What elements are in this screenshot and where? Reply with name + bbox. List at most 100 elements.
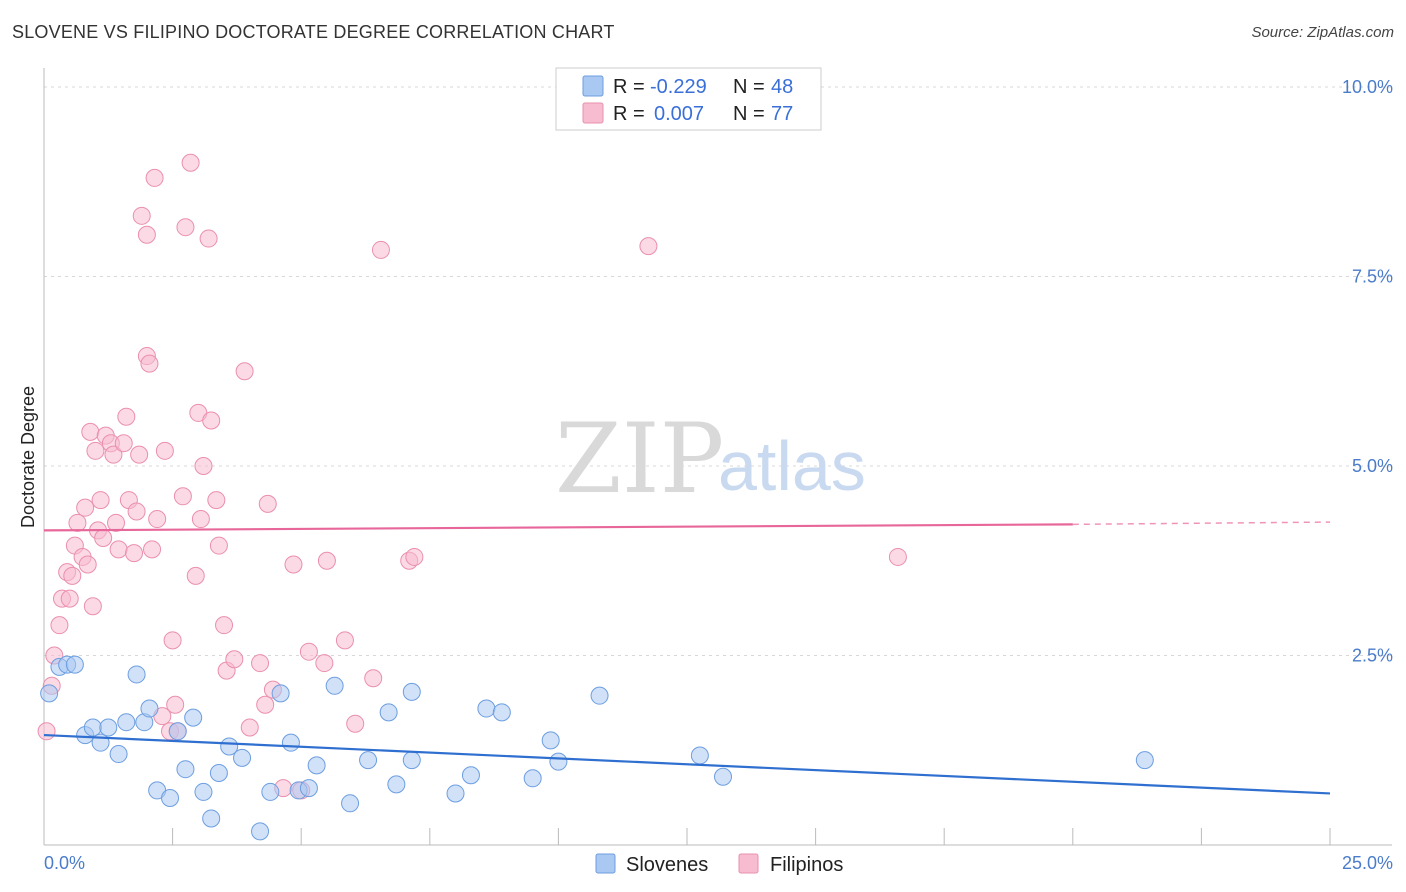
slovene-point — [341, 794, 360, 813]
filipino-point — [186, 566, 205, 585]
filipino-trend-extension — [1072, 521, 1331, 526]
filipino-point — [163, 631, 182, 650]
filipino-point — [155, 441, 174, 460]
y-tick-label: 10.0% — [1342, 77, 1393, 97]
filipino-point — [81, 422, 100, 441]
filipino-point — [181, 153, 200, 172]
filipino-point — [256, 695, 275, 714]
filipino-point — [215, 616, 234, 635]
correlation-legend: R = -0.229 N = 48 R = 0.007 N = 77 — [555, 67, 822, 131]
filipino-point — [83, 597, 102, 616]
legend-n-value-1: 48 — [771, 76, 793, 98]
slovene-point — [202, 809, 221, 828]
trend-lines — [43, 521, 1331, 795]
filipino-point — [109, 540, 128, 559]
filipinos-legend-label: Filipinos — [770, 854, 843, 876]
filipino-point — [166, 695, 185, 714]
slovene-point — [549, 752, 568, 771]
filipino-point — [207, 491, 226, 510]
filipino-point — [639, 237, 658, 256]
slovene-point — [65, 655, 84, 674]
filipino-point — [114, 434, 133, 453]
legend-n-label-2: N = — [733, 103, 765, 125]
slovene-point — [461, 766, 480, 785]
filipino-point — [209, 536, 228, 555]
filipino-point — [125, 544, 144, 563]
filipino-point — [299, 642, 318, 661]
filipino-point — [225, 650, 244, 669]
axes — [43, 68, 1392, 846]
filipino-point — [130, 445, 149, 464]
filipino-point — [94, 528, 113, 547]
slovene-point — [209, 763, 228, 782]
slovene-point — [387, 775, 406, 794]
slovene-point — [161, 789, 180, 808]
filipino-point — [143, 540, 162, 559]
filipino-point — [202, 411, 221, 430]
slovene-point — [359, 751, 378, 770]
slovene-point — [261, 782, 280, 801]
slovene-point — [402, 751, 421, 770]
filipino-point — [173, 487, 192, 506]
slovene-point — [117, 713, 136, 732]
slovene-legend-swatch — [582, 75, 604, 97]
legend-r-label-1: R = — [613, 76, 645, 98]
slovene-point — [402, 682, 421, 701]
filipino-point — [317, 551, 336, 570]
filipino-point — [50, 616, 69, 635]
legend-n-value-2: 77 — [771, 103, 793, 125]
source-label: Source: ZipAtlas.com — [1251, 24, 1394, 41]
slovene-point — [446, 784, 465, 803]
filipino-point — [117, 407, 136, 426]
slovene-point — [325, 676, 344, 695]
filipino-point — [315, 654, 334, 673]
slovene-point — [1135, 751, 1154, 770]
slovene-point — [233, 748, 252, 767]
filipino-point — [199, 229, 218, 248]
filipino-point — [240, 718, 259, 737]
slovene-point — [271, 684, 290, 703]
filipino-point — [335, 631, 354, 650]
filipino-point — [194, 456, 213, 475]
filipino-point — [284, 555, 303, 574]
y-axis-label: Doctorate Degree — [18, 386, 38, 528]
filipino-point — [137, 225, 156, 244]
slovene-point — [379, 703, 398, 722]
filipino-point — [78, 555, 97, 574]
slovene-point — [477, 699, 496, 718]
slovene-point — [168, 722, 187, 741]
slovene-point — [523, 769, 542, 788]
slovene-point — [184, 708, 203, 727]
legend-r-value-2: 0.007 — [654, 103, 704, 125]
slovene-point — [194, 782, 213, 801]
filipino-point — [104, 445, 123, 464]
slovene-point — [690, 746, 709, 765]
slovene-point — [83, 718, 102, 737]
slovene-point — [299, 779, 318, 798]
slovene-point — [176, 760, 195, 779]
filipino-point — [145, 168, 164, 187]
filipino-point — [132, 206, 151, 225]
filipino-point — [37, 722, 56, 741]
watermark-zip: ZIP — [555, 403, 724, 515]
filipino-point — [235, 362, 254, 381]
filipino-point — [60, 589, 79, 608]
series-legend: Slovenes Filipinos — [595, 853, 843, 876]
slovene-trend-line — [43, 733, 1331, 795]
slovene-point — [99, 718, 118, 737]
filipino-point — [107, 513, 126, 532]
slovene-point — [541, 731, 560, 750]
slovenes-legend-swatch — [595, 853, 616, 874]
filipino-point — [63, 566, 82, 585]
filipino-point — [258, 494, 277, 513]
slovene-point — [281, 733, 300, 752]
slovene-points — [40, 655, 1154, 841]
slovene-point — [127, 665, 146, 684]
filipino-point — [68, 513, 87, 532]
slovene-point — [590, 686, 609, 705]
slovene-point — [109, 745, 128, 764]
filipino-point — [86, 441, 105, 460]
y-tick-label: 7.5% — [1352, 266, 1393, 286]
filipino-point — [148, 510, 167, 529]
